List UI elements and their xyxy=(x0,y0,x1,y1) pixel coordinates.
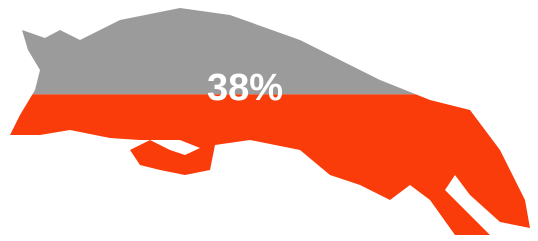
value-label: 38% xyxy=(207,67,283,109)
fox-silhouette xyxy=(0,0,538,241)
filled-part xyxy=(0,94,538,241)
chart: 38% xyxy=(0,0,538,241)
